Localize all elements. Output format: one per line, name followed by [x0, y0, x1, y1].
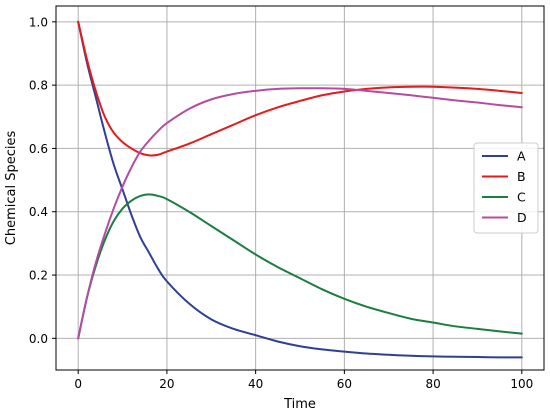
legend-label: D — [517, 210, 527, 225]
x-tick-label: 20 — [159, 377, 174, 391]
x-tick-label: 60 — [337, 377, 352, 391]
y-tick-label: 0.8 — [29, 79, 48, 93]
legend-box — [473, 142, 539, 234]
x-tick-label: 100 — [510, 377, 533, 391]
x-axis-label: Time — [283, 397, 316, 412]
plot-frame — [55, 5, 545, 371]
plot-series — [77, 20, 523, 359]
x-tick-label: 40 — [248, 377, 263, 391]
legend-label: B — [517, 169, 526, 184]
series-line-a — [77, 20, 523, 359]
series-line-d — [77, 87, 523, 340]
y-tick-label: 0.4 — [29, 205, 48, 219]
y-axis-label: Chemical Species — [4, 131, 19, 246]
y-tick-label: 0.0 — [29, 332, 48, 346]
legend-label: A — [517, 149, 526, 164]
series-line-b — [77, 20, 523, 157]
y-tick-label: 0.2 — [29, 269, 48, 283]
y-tick-label: 1.0 — [29, 15, 48, 29]
x-tick-label: 0 — [74, 377, 82, 391]
y-tick-label: 0.6 — [29, 142, 48, 156]
legend-label: C — [517, 190, 526, 205]
axis-ticks: 0 20 40 60 80 100 0.0 0.2 0.4 0.6 0.8 1.0 — [29, 15, 533, 391]
series-line-c — [77, 193, 523, 340]
x-tick-label: 80 — [425, 377, 440, 391]
grid — [56, 6, 544, 370]
